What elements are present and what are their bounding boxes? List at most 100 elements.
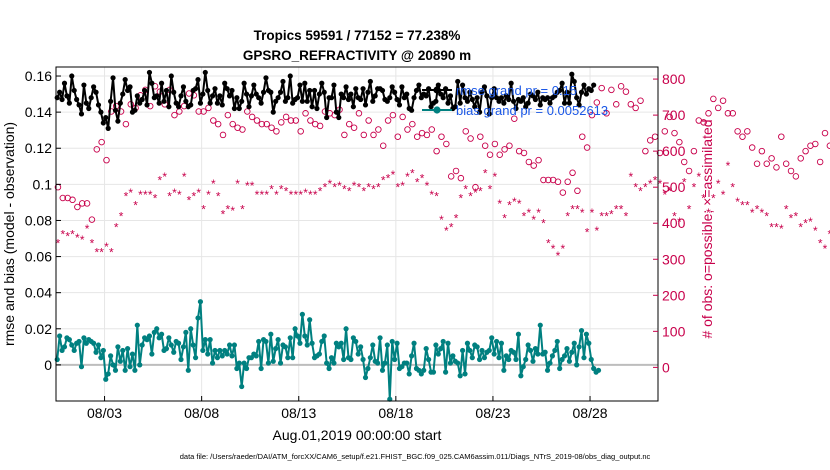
x-axis-ticks: 08/03 08/08 08/13 08/18 08/23 08/28 — [87, 396, 608, 421]
rmse-point — [535, 89, 541, 95]
obs-assimilated-point: * — [536, 206, 541, 220]
rmse-point — [195, 77, 201, 83]
bias-point — [270, 358, 276, 364]
rmse-point — [392, 89, 398, 95]
obs-possible-point — [399, 113, 406, 121]
obs-assimilated-point: * — [80, 233, 85, 247]
x-tick-label: 08/08 — [184, 405, 219, 421]
y-right-tick-label: 700 — [662, 107, 686, 123]
bias-point — [100, 347, 106, 354]
obs-assimilated-point: * — [172, 186, 177, 200]
bias-point — [384, 342, 390, 348]
bias-point — [285, 355, 291, 361]
rmse-point — [144, 102, 150, 108]
bias-point — [435, 351, 441, 357]
rmse-point — [433, 98, 439, 104]
bias-point — [411, 340, 417, 346]
bias-point — [537, 322, 543, 328]
bias-point — [479, 347, 485, 354]
legend-rmse-label: rmse grand pr = 0.15 — [456, 83, 577, 98]
obs-assimilated-point: * — [439, 213, 444, 227]
obs-possible-point — [778, 133, 785, 140]
obs-possible-point — [83, 200, 91, 207]
obs-possible-point — [443, 140, 450, 148]
obs-assimilated-point: * — [94, 246, 99, 260]
rmse-point — [316, 91, 322, 97]
obs-possible-point — [491, 140, 499, 148]
obs-assimilated-point: * — [478, 184, 483, 198]
obs-possible-point — [685, 167, 693, 175]
obs-assimilated-point: * — [614, 202, 619, 216]
obs-assimilated-point: * — [813, 224, 818, 238]
rmse-point — [571, 78, 577, 85]
obs-possible-point — [253, 117, 261, 124]
obs-assimilated-point: * — [497, 197, 502, 211]
obs-possible-point — [307, 117, 314, 124]
obs-possible-point — [122, 120, 130, 128]
obs-possible-point — [428, 126, 436, 133]
rmse-point — [501, 100, 507, 106]
obs-assimilated-point: * — [235, 177, 240, 191]
bias-point — [294, 333, 301, 339]
rmse-point — [362, 102, 369, 108]
x-tick-label: 08/23 — [475, 405, 510, 421]
obs-assimilated-point: * — [570, 202, 575, 216]
y-axis-right-ticks: 0 100 200 300 400 500 600 700 800 — [653, 71, 686, 375]
rmse-point — [411, 95, 417, 101]
rmse-point — [547, 100, 553, 106]
bias-point — [326, 365, 332, 372]
bias-point — [576, 344, 582, 350]
rmse-point — [304, 98, 310, 104]
rmse-point — [117, 100, 123, 106]
obs-possible-point — [248, 113, 256, 121]
obs-possible-point — [467, 135, 474, 142]
obs-possible-point — [637, 97, 644, 104]
obs-possible-point — [545, 176, 552, 184]
obs-possible-point — [821, 129, 829, 137]
obs-possible-point — [748, 144, 756, 151]
rmse-point — [394, 96, 400, 103]
obs-possible-point — [554, 178, 562, 186]
rmse-point — [285, 95, 291, 101]
obs-assimilated-point: * — [764, 210, 769, 224]
obs-assimilated-point: * — [332, 181, 337, 195]
y-right-tick-label: 600 — [662, 143, 686, 159]
obs-possible-point — [559, 189, 567, 196]
bias-point — [175, 340, 182, 346]
bias-point — [98, 355, 104, 361]
obs-assimilated-point: * — [706, 206, 711, 220]
y-axis-left-ticks: 0 0.02 0.04 0.06 0.08 0.1 0.12 0.14 0.16 — [25, 68, 61, 373]
obs-possible-point — [462, 128, 469, 135]
bias-point — [134, 322, 140, 328]
obs-possible-point — [666, 113, 673, 121]
rmse-point — [149, 80, 155, 86]
bias-point — [525, 342, 531, 348]
obs-assimilated-point: * — [565, 210, 570, 224]
bias-point — [192, 355, 199, 361]
obs-possible-point — [758, 147, 766, 155]
rmse-point — [561, 100, 568, 106]
bias-point — [273, 346, 279, 352]
obs-possible-point — [88, 216, 96, 223]
y-axis-left-label: rmse and bias (model - observation) — [1, 122, 17, 346]
rmse-point — [71, 87, 77, 94]
obs-assimilated-point: * — [789, 211, 794, 225]
obs-assimilated-point: * — [264, 188, 269, 202]
obs-assimilated-point: * — [730, 181, 735, 195]
bias-point — [122, 367, 128, 373]
obs-possible-point — [632, 104, 639, 112]
obs-possible-point — [239, 126, 246, 133]
bias-point — [243, 365, 250, 372]
obs-possible-point — [617, 83, 625, 90]
bias-point — [464, 340, 471, 346]
obs-possible-point — [273, 128, 280, 135]
bias-point — [78, 364, 85, 370]
bias-point — [256, 338, 262, 345]
rmse-point — [479, 89, 485, 95]
bias-point — [423, 346, 429, 352]
rmse-point — [581, 82, 587, 88]
rmse-point — [88, 95, 94, 101]
rmse-point — [69, 73, 75, 79]
obs-possible-point — [103, 156, 110, 164]
bias-point — [297, 340, 303, 346]
